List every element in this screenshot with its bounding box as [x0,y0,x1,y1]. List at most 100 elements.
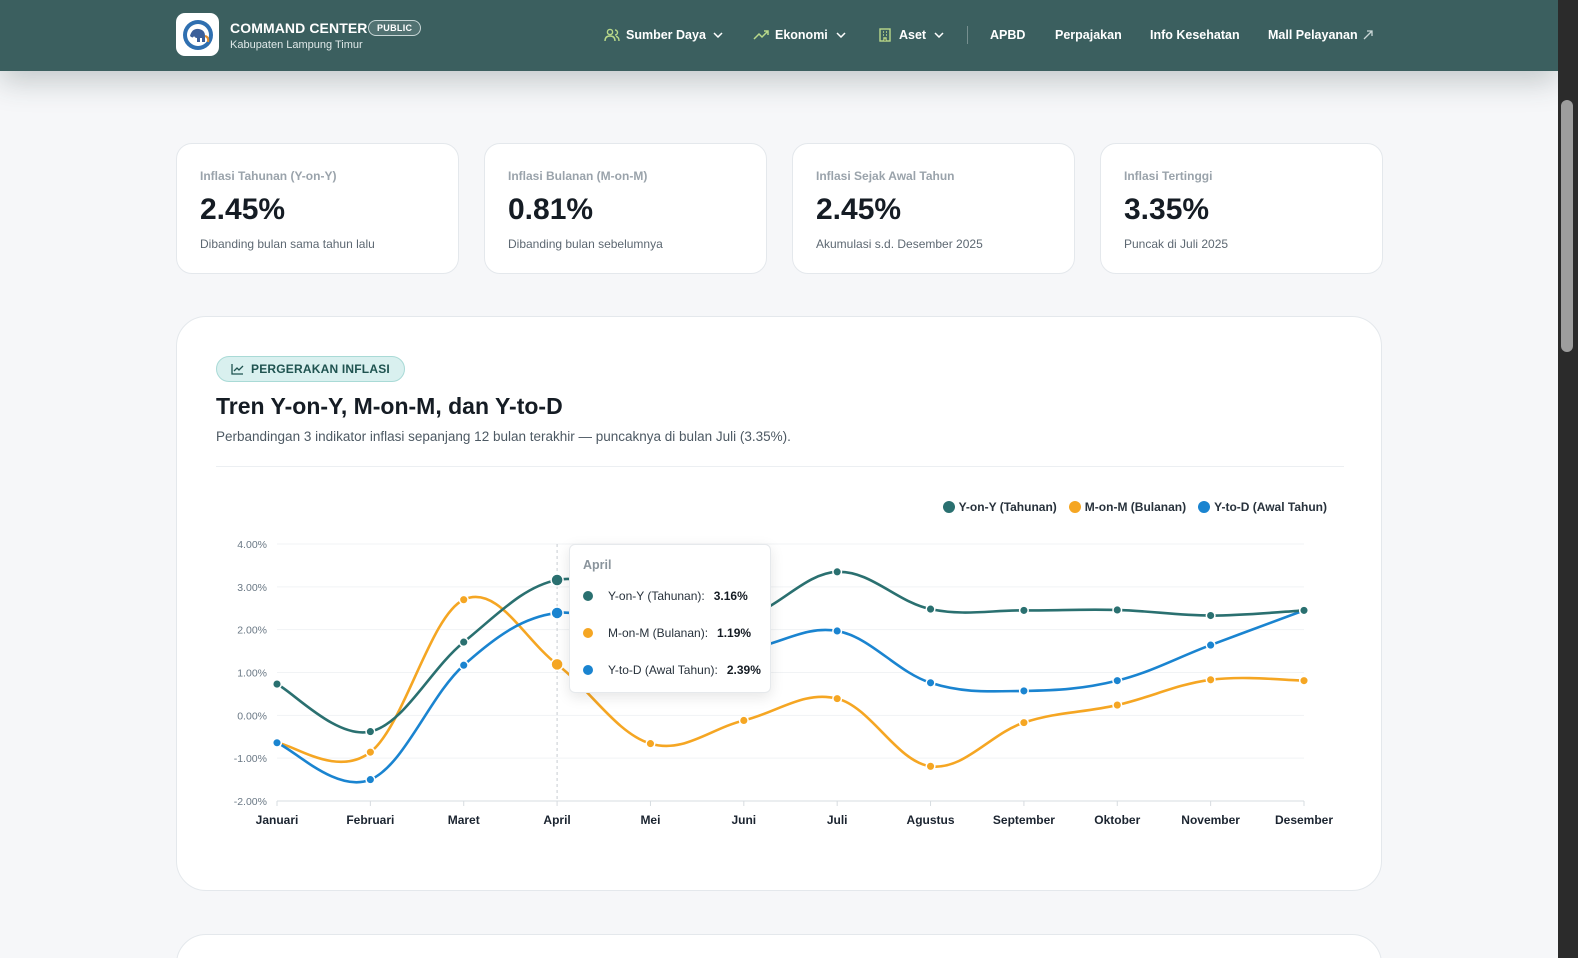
legend-label: Y-to-D (Awal Tahun) [1214,500,1327,514]
brand-subtitle: Kabupaten Lampung Timur [230,39,363,51]
nav-label: Sumber Daya [626,28,706,42]
data-point [925,761,936,772]
elephant-logo-icon [182,19,213,50]
tooltip-row-yoy: Y-on-Y (Tahunan): 3.16% [583,588,748,604]
line-chart-icon [231,364,244,375]
data-point [365,747,376,758]
y-tick-label: 1.00% [237,668,267,680]
nav-label: Aset [899,28,927,42]
chevron-down-icon [836,32,846,38]
legend-item-yoy[interactable]: Y-on-Y (Tahunan) [942,500,1057,514]
data-point [1112,700,1123,711]
x-tick-label: November [1181,813,1240,827]
data-point [365,774,376,785]
building-icon [879,28,891,42]
external-link-icon [1363,30,1373,40]
chart-subtitle: Perbandingan 3 indikator inflasi sepanja… [216,429,791,444]
legend-item-ytd[interactable]: Y-to-D (Awal Tahun) [1198,500,1327,514]
nav-ekonomi[interactable]: Ekonomi [753,27,846,43]
x-tick-label: Agustus [907,813,955,827]
brand-title: COMMAND CENTER [230,20,368,36]
nav-label: Perpajakan [1055,28,1122,42]
section-pill: PERGERAKAN INFLASI [216,356,405,382]
tooltip-label: Y-to-D (Awal Tahun): [608,663,718,677]
tooltip-value: 2.39% [726,663,761,677]
x-tick-label: Desember [1275,813,1333,827]
chart-title: Tren Y-on-Y, M-on-M, dan Y-to-D [216,393,563,419]
stat-note: Dibanding bulan sebelumnya [508,237,663,251]
y-tick-label: 4.00% [237,539,267,551]
chevron-down-icon [934,32,944,38]
x-tick-label: Maret [448,813,480,827]
data-point [365,726,376,737]
data-point [1112,604,1123,616]
y-tick-label: -2.00% [234,796,267,808]
tooltip-value: 3.16% [713,589,748,603]
tooltip-swatch [583,665,593,675]
data-point [271,737,283,748]
data-point [832,693,843,704]
top-navbar: COMMAND CENTER PUBLIC Kabupaten Lampung … [0,0,1558,71]
x-tick-label: Oktober [1094,813,1140,827]
series-line [275,595,1306,768]
data-point [832,566,843,577]
legend-swatch [1198,501,1211,513]
nav-divider [967,26,968,44]
stat-note: Dibanding bulan sama tahun lalu [200,237,375,251]
y-tick-label: 2.00% [237,625,267,637]
pill-label: PERGERAKAN INFLASI [251,362,390,376]
data-point [271,679,283,690]
nav-info-kesehatan[interactable]: Info Kesehatan [1150,27,1240,43]
tooltip-swatch [583,628,593,638]
data-point [1018,717,1029,728]
nav-perpajakan[interactable]: Perpajakan [1055,27,1122,43]
x-tick-label: Juni [731,813,756,827]
nav-aset[interactable]: Aset [878,27,944,43]
x-tick-label: Januari [256,813,299,827]
inflation-chart-card: PERGERAKAN INFLASI Tren Y-on-Y, M-on-M, … [176,316,1382,891]
stat-value: 2.45% [200,193,286,226]
x-tick-label: September [993,813,1055,827]
x-tick-label: April [543,813,570,827]
legend-swatch [942,501,955,513]
data-point [738,715,749,726]
data-point [1205,640,1216,651]
nav-label: Mall Pelayanan [1268,28,1358,42]
stat-note: Akumulasi s.d. Desember 2025 [816,237,983,251]
legend-label: Y-on-Y (Tahunan) [958,500,1057,514]
data-point [550,657,564,672]
legend-swatch [1068,501,1081,513]
chart-divider [216,466,1344,467]
data-point [925,604,936,615]
data-point [1298,675,1310,686]
next-section-card [176,934,1382,958]
legend-label: M-on-M (Bulanan) [1084,500,1187,514]
data-point [458,637,469,648]
y-tick-label: 0.00% [237,710,267,722]
data-point [550,606,564,620]
nav-label: APBD [990,28,1026,42]
data-point [1298,605,1310,616]
tooltip-value: 1.19% [717,626,752,640]
tooltip-label: M-on-M (Bulanan): [608,626,709,640]
logo[interactable] [176,13,219,56]
stat-card-ytd: Inflasi Sejak Awal Tahun 2.45% Akumulasi… [792,143,1075,274]
y-tick-label: 3.00% [237,582,267,594]
stat-value: 2.45% [816,193,902,226]
data-point [1112,675,1123,686]
tooltip-row-mom: M-on-M (Bulanan): 1.19% [583,625,751,641]
legend-item-mom[interactable]: M-on-M (Bulanan) [1068,500,1187,514]
stat-label: Inflasi Tahunan (Y-on-Y) [200,169,337,183]
stat-label: Inflasi Sejak Awal Tahun [816,169,955,183]
nav-sumber-daya[interactable]: Sumber Daya [604,27,723,43]
stat-value: 3.35% [1124,193,1210,226]
data-point [550,573,564,587]
scrollbar-thumb[interactable] [1561,100,1573,352]
tooltip-swatch [583,591,593,601]
data-point [1205,674,1216,685]
chart-legend: Y-on-Y (Tahunan) M-on-M (Bulanan) Y-to-D… [942,500,1327,514]
nav-mall-pelayanan[interactable]: Mall Pelayanan [1268,27,1373,43]
nav-apbd[interactable]: APBD [990,27,1025,43]
y-tick-label: -1.00% [234,753,267,765]
